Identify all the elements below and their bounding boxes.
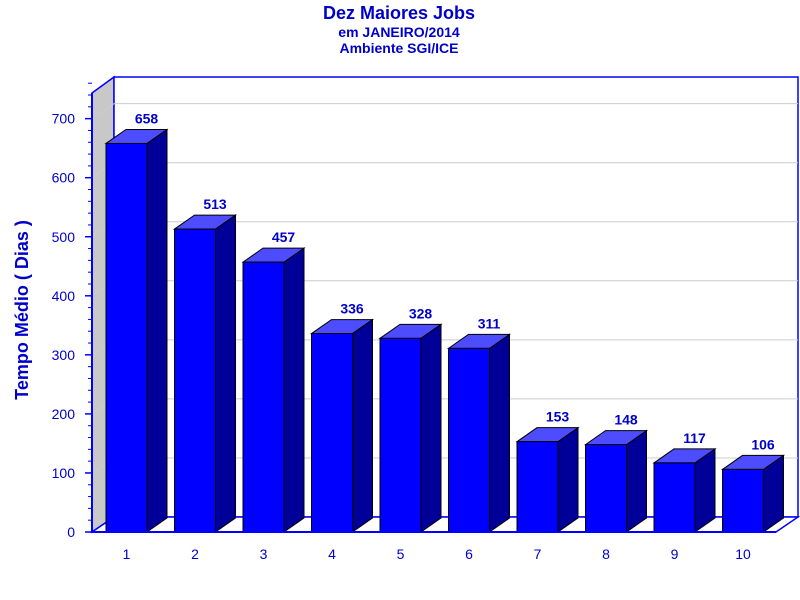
y-axis-label: Tempo Médio ( Dias ) [12,220,32,400]
bar-front [653,462,696,533]
bar-9: 117 [652,430,717,533]
x-tick-label: 4 [328,546,336,562]
bar-8: 148 [583,412,649,533]
x-tick-label: 3 [260,546,268,562]
x-tick-label: 6 [465,546,473,562]
x-tick-label: 7 [534,546,542,562]
bar-side [283,247,305,533]
bar-1: 658 [104,110,169,533]
bar-front [242,261,285,533]
bar-4: 336 [309,301,375,533]
data-label-9: 117 [683,430,706,446]
bar-front [174,228,216,533]
bar-front [516,441,559,533]
bar-side [557,426,579,533]
bar-side [489,333,510,533]
bar-side [146,128,168,533]
bar-side [215,214,236,533]
y-axis: 0 100 200 300 400 500 600 700 [52,82,93,540]
y-tick-label: 0 [67,524,75,540]
data-label-4: 336 [340,301,364,317]
data-label-7: 153 [546,409,570,425]
x-tick-label: 9 [671,546,679,562]
bar-side [420,323,442,533]
y-tick-label: 600 [52,170,76,186]
data-label-3: 457 [272,229,296,245]
bar-front [379,337,422,533]
bar-front [722,468,764,533]
x-tick-label: 8 [602,546,610,562]
bar-3: 457 [241,229,306,533]
y-tick-label: 700 [52,111,76,127]
y-tick-label: 400 [52,288,76,304]
x-tick-label: 5 [397,546,405,562]
data-label-6: 311 [478,315,501,331]
gridline-side [91,103,115,120]
data-label-5: 328 [409,305,433,321]
y-tick-label: 500 [52,229,76,245]
bar-7: 153 [515,409,580,533]
bar-5: 328 [378,305,443,533]
y-tick-label: 200 [52,406,76,422]
data-label-1: 658 [135,110,159,126]
data-label-8: 148 [614,412,638,428]
bar-side [352,318,373,533]
data-label-2: 513 [203,196,227,212]
bars: 658 513 457 336 328 311 153 148 117 106 [104,110,786,533]
y-tick-label: 100 [52,465,76,481]
bar-front [105,142,148,533]
bar-front [311,333,353,533]
chart-subtitle-line-1: em JANEIRO/2014 [338,24,460,40]
x-tick-label: 10 [735,546,751,562]
bar-side [626,429,647,533]
x-tick-label: 1 [123,546,131,562]
bar-10: 106 [720,436,786,533]
bar-front [448,347,490,533]
x-tick-label: 2 [191,546,199,562]
bar-6: 311 [446,315,512,533]
y-tick-label: 300 [52,347,76,363]
chart-title: Dez Maiores Jobs [323,3,475,23]
bar-2: 513 [172,196,238,533]
data-label-10: 106 [751,436,775,452]
chart-subtitle-line-2: Ambiente SGI/ICE [339,40,458,56]
bar-front [585,444,627,533]
x-axis: 1 2 3 4 5 6 7 8 9 10 [92,531,776,562]
